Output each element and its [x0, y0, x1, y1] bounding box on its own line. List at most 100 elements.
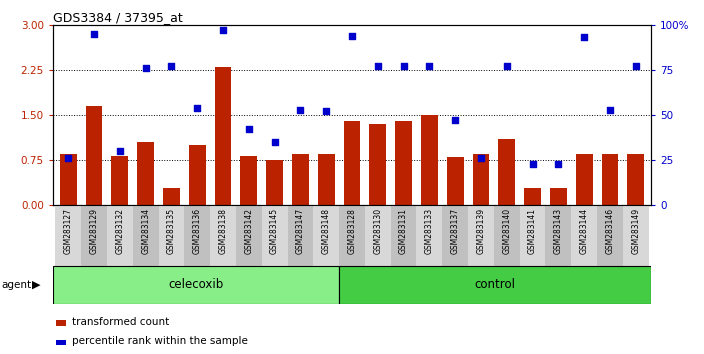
Bar	[447, 157, 463, 205]
Point	[140, 65, 151, 71]
Point	[372, 63, 384, 69]
Bar	[597, 205, 623, 266]
Bar	[111, 156, 128, 205]
Bar	[421, 115, 438, 205]
Point	[89, 31, 100, 37]
Point	[346, 33, 358, 39]
Text: celecoxib: celecoxib	[168, 279, 224, 291]
Bar	[546, 205, 571, 266]
Bar	[86, 106, 103, 205]
Bar	[520, 205, 546, 266]
Bar	[163, 188, 180, 205]
Bar	[339, 205, 365, 266]
Bar	[524, 188, 541, 205]
Text: GSM283148: GSM283148	[322, 208, 331, 254]
Bar	[571, 205, 597, 266]
Point	[604, 107, 615, 113]
Bar	[215, 67, 232, 205]
Bar	[53, 266, 339, 304]
Text: GSM283135: GSM283135	[167, 208, 176, 255]
Bar	[468, 205, 494, 266]
Text: GSM283136: GSM283136	[193, 208, 202, 255]
Point	[527, 161, 538, 167]
Text: transformed count: transformed count	[73, 316, 170, 327]
Text: percentile rank within the sample: percentile rank within the sample	[73, 336, 248, 346]
Bar	[133, 205, 158, 266]
Bar	[442, 205, 468, 266]
Point	[501, 63, 513, 69]
Bar	[241, 156, 257, 205]
Bar	[56, 340, 66, 346]
Bar	[494, 205, 520, 266]
Bar	[472, 154, 489, 205]
Point	[243, 127, 254, 132]
Point	[166, 63, 177, 69]
Text: GSM283130: GSM283130	[373, 208, 382, 255]
Bar	[498, 139, 515, 205]
Bar	[262, 205, 287, 266]
Text: GSM283149: GSM283149	[631, 208, 640, 255]
Point	[450, 118, 461, 123]
Point	[63, 155, 74, 161]
Bar	[236, 205, 262, 266]
Bar	[184, 205, 210, 266]
Bar	[623, 205, 648, 266]
Point	[553, 161, 564, 167]
Bar	[313, 205, 339, 266]
Bar	[137, 142, 154, 205]
Text: GSM283132: GSM283132	[115, 208, 125, 254]
Point	[295, 107, 306, 113]
Bar	[266, 160, 283, 205]
Bar	[391, 205, 417, 266]
Text: GSM283145: GSM283145	[270, 208, 279, 255]
Text: GSM283142: GSM283142	[244, 208, 253, 254]
Text: ▶: ▶	[32, 280, 41, 290]
Text: GDS3384 / 37395_at: GDS3384 / 37395_at	[53, 11, 182, 24]
Bar	[339, 266, 651, 304]
Text: GSM283128: GSM283128	[348, 208, 356, 254]
Text: GSM283138: GSM283138	[218, 208, 227, 254]
Text: GSM283133: GSM283133	[425, 208, 434, 255]
Bar	[287, 205, 313, 266]
Bar	[370, 124, 386, 205]
Point	[475, 155, 486, 161]
Text: GSM283143: GSM283143	[554, 208, 562, 255]
Point	[218, 27, 229, 33]
Text: GSM283144: GSM283144	[579, 208, 589, 255]
Bar	[550, 188, 567, 205]
Bar	[81, 205, 107, 266]
Text: GSM283129: GSM283129	[89, 208, 99, 254]
Text: agent: agent	[1, 280, 32, 290]
Bar	[318, 154, 334, 205]
Bar	[395, 121, 412, 205]
Point	[269, 139, 280, 145]
Bar	[56, 320, 66, 326]
Text: GSM283127: GSM283127	[64, 208, 73, 254]
Point	[320, 109, 332, 114]
Text: GSM283146: GSM283146	[605, 208, 615, 255]
Point	[630, 63, 641, 69]
Bar	[210, 205, 236, 266]
Bar	[344, 121, 360, 205]
Point	[114, 148, 125, 154]
Point	[424, 63, 435, 69]
Bar	[56, 205, 81, 266]
Point	[579, 35, 590, 40]
Text: control: control	[474, 279, 515, 291]
Bar	[627, 154, 644, 205]
Bar	[158, 205, 184, 266]
Point	[191, 105, 203, 111]
Text: GSM283139: GSM283139	[477, 208, 486, 255]
Text: GSM283140: GSM283140	[502, 208, 511, 255]
Text: GSM283141: GSM283141	[528, 208, 537, 254]
Bar	[292, 154, 309, 205]
Bar	[576, 154, 593, 205]
Text: GSM283137: GSM283137	[451, 208, 460, 255]
Bar	[417, 205, 442, 266]
Point	[398, 63, 409, 69]
Text: GSM283131: GSM283131	[399, 208, 408, 254]
Bar	[107, 205, 133, 266]
Bar	[601, 154, 618, 205]
Bar	[60, 154, 77, 205]
Bar	[189, 145, 206, 205]
